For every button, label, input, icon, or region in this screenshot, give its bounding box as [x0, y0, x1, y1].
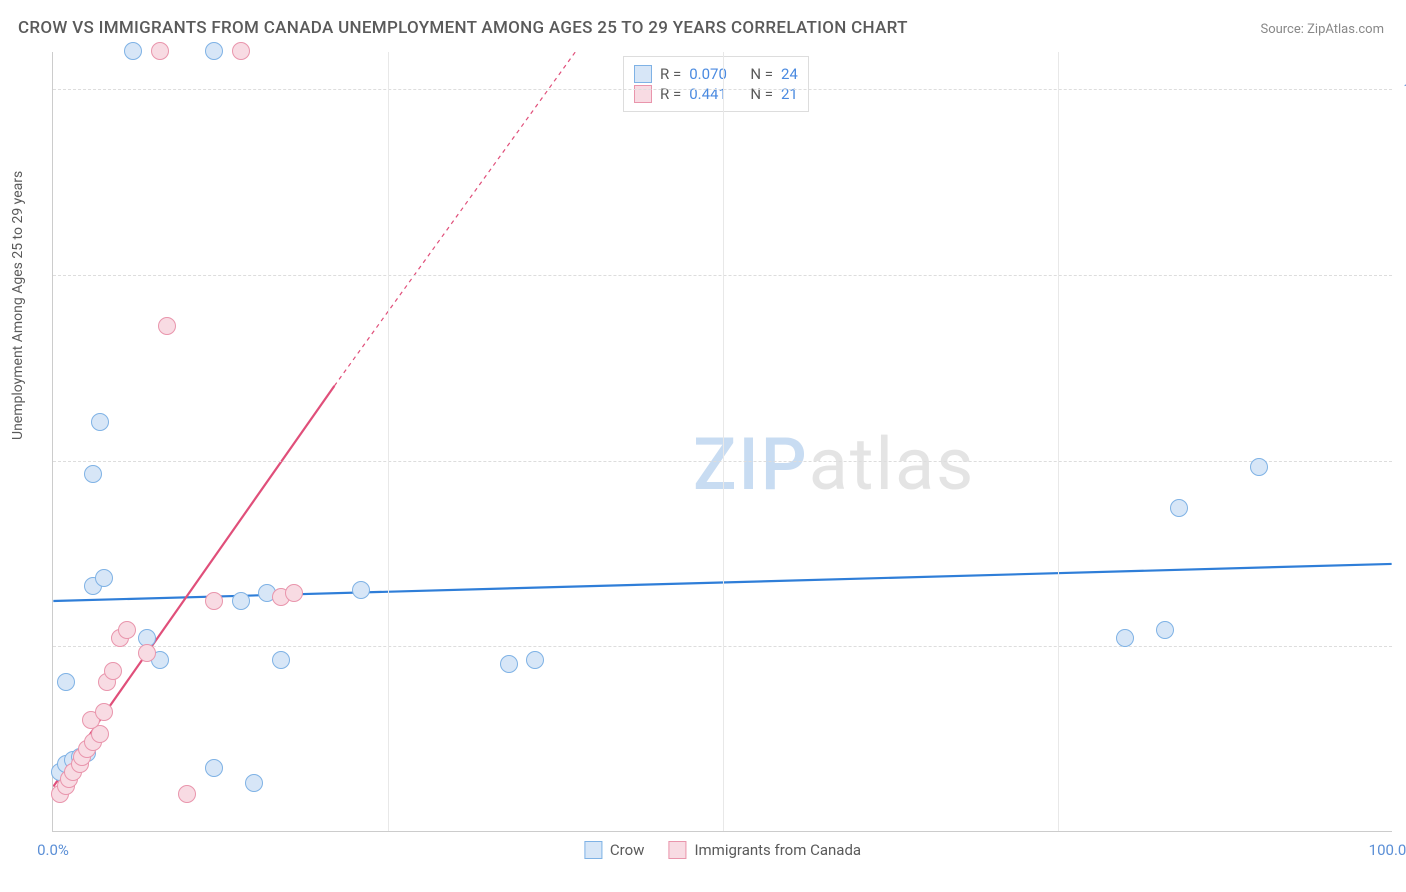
data-point [285, 584, 303, 602]
data-point [158, 317, 176, 335]
watermark-atlas: atlas [809, 422, 976, 507]
data-point [84, 465, 102, 483]
data-point [124, 42, 142, 60]
data-point [104, 662, 122, 680]
legend-series-label: Crow [610, 841, 645, 859]
data-point [57, 673, 75, 691]
chart-title: CROW VS IMMIGRANTS FROM CANADA UNEMPLOYM… [18, 18, 908, 38]
gridline-v [1058, 52, 1059, 831]
data-point [95, 569, 113, 587]
data-point [205, 759, 223, 777]
data-point [1170, 499, 1188, 517]
legend-n-value: 24 [781, 65, 798, 83]
legend-series-item: Crow [584, 841, 645, 859]
legend-swatch [634, 85, 652, 103]
data-point [500, 655, 518, 673]
data-point [91, 725, 109, 743]
x-tick-label: 100.0% [1369, 841, 1406, 859]
legend-n-label: N = [750, 85, 773, 103]
data-point [95, 703, 113, 721]
legend-n-label: N = [750, 65, 773, 83]
watermark: ZIPatlas [693, 422, 975, 507]
legend-series-item: Immigrants from Canada [668, 841, 861, 859]
legend-swatch [634, 65, 652, 83]
data-point [1116, 629, 1134, 647]
source-label: Source: ZipAtlas.com [1260, 22, 1384, 37]
data-point [1156, 621, 1174, 639]
data-point [232, 592, 250, 610]
legend-stats: R = 0.070 N = 24R = 0.441 N = 21 [623, 56, 809, 112]
gridline-v [388, 52, 389, 831]
legend-series: Crow Immigrants from Canada [584, 841, 861, 859]
trend-line [334, 52, 575, 386]
data-point [232, 42, 250, 60]
x-tick-label: 0.0% [37, 841, 69, 859]
watermark-zip: ZIP [693, 422, 809, 507]
data-point [205, 42, 223, 60]
data-point [205, 592, 223, 610]
data-point [526, 651, 544, 669]
y-axis-label: Unemployment Among Ages 25 to 29 years [10, 171, 26, 440]
gridline-v [723, 52, 724, 831]
data-point [151, 42, 169, 60]
data-point [352, 581, 370, 599]
data-point [178, 785, 196, 803]
data-point [272, 651, 290, 669]
legend-swatch [668, 841, 686, 859]
plot-area: ZIPatlas R = 0.070 N = 24R = 0.441 N = 2… [52, 52, 1392, 832]
data-point [91, 413, 109, 431]
legend-stat-row: R = 0.441 N = 21 [634, 85, 798, 103]
legend-swatch [584, 841, 602, 859]
data-point [1250, 458, 1268, 476]
legend-series-label: Immigrants from Canada [694, 841, 861, 859]
data-point [245, 774, 263, 792]
legend-r-label: R = [660, 85, 681, 103]
data-point [138, 644, 156, 662]
legend-n-value: 21 [781, 85, 798, 103]
legend-r-value: 0.441 [689, 85, 727, 103]
legend-stat-row: R = 0.070 N = 24 [634, 65, 798, 83]
legend-r-value: 0.070 [689, 65, 727, 83]
data-point [118, 621, 136, 639]
legend-r-label: R = [660, 65, 681, 83]
